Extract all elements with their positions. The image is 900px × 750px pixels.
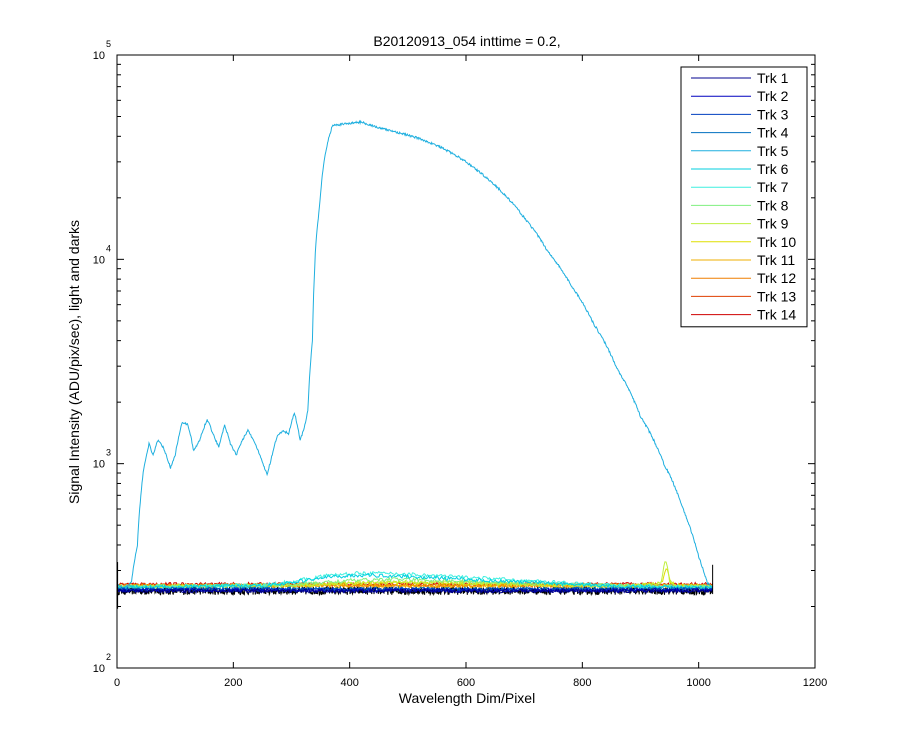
series-line-1 [116,587,714,594]
y-tick-label-base: 10 [93,254,105,266]
legend-label-2: Trk 2 [757,88,789,104]
legend-label-9: Trk 9 [757,216,789,232]
legend-label-11: Trk 11 [757,252,795,268]
y-tick-label-base: 10 [93,50,105,62]
legend-box [680,66,808,328]
y-tick-label-exponent: 4 [106,243,111,253]
legend-label-8: Trk 8 [757,197,789,213]
x-tick-label: 400 [340,677,358,689]
legend: Trk 1 Trk 2 Trk 3 Trk 4 Trk 5 Trk 6 Trk 7 Trk 8… [680,66,808,328]
legend-label-14: Trk 14 [757,307,796,323]
x-tick-label: 600 [457,677,475,689]
y-tick-label-exponent: 5 [106,39,111,49]
x-tick-label: 1000 [686,677,710,689]
legend-label-7: Trk 7 [757,179,789,195]
legend-label-10: Trk 10 [757,234,796,250]
legend-label-13: Trk 13 [757,288,796,304]
legend-label-3: Trk 3 [757,106,789,122]
chart-title: B20120913_054 inttime = 0.2, [373,33,560,49]
y-tick-label-exponent: 3 [106,448,111,458]
legend-label-5: Trk 5 [757,143,789,159]
x-tick-label: 1200 [803,677,827,689]
legend-label-4: Trk 4 [757,125,789,141]
legend-label-6: Trk 6 [757,161,789,177]
legend-label-12: Trk 12 [757,270,796,286]
y-tick-label-base: 10 [93,459,105,471]
x-tick-label: 200 [224,677,242,689]
y-tick-label-base: 10 [93,663,105,675]
y-axis-label: Signal Intensity (ADU/pix/sec), light an… [66,220,82,504]
x-tick-label: 0 [114,677,120,689]
x-tick-label: 800 [573,677,591,689]
series-line-5 [116,119,713,591]
y-tick-label-exponent: 2 [106,652,111,662]
legend-label-1: Trk 1 [757,70,789,86]
series-line-6 [116,572,713,591]
x-axis-label: Wavelength Dim/Pixel [399,690,535,706]
